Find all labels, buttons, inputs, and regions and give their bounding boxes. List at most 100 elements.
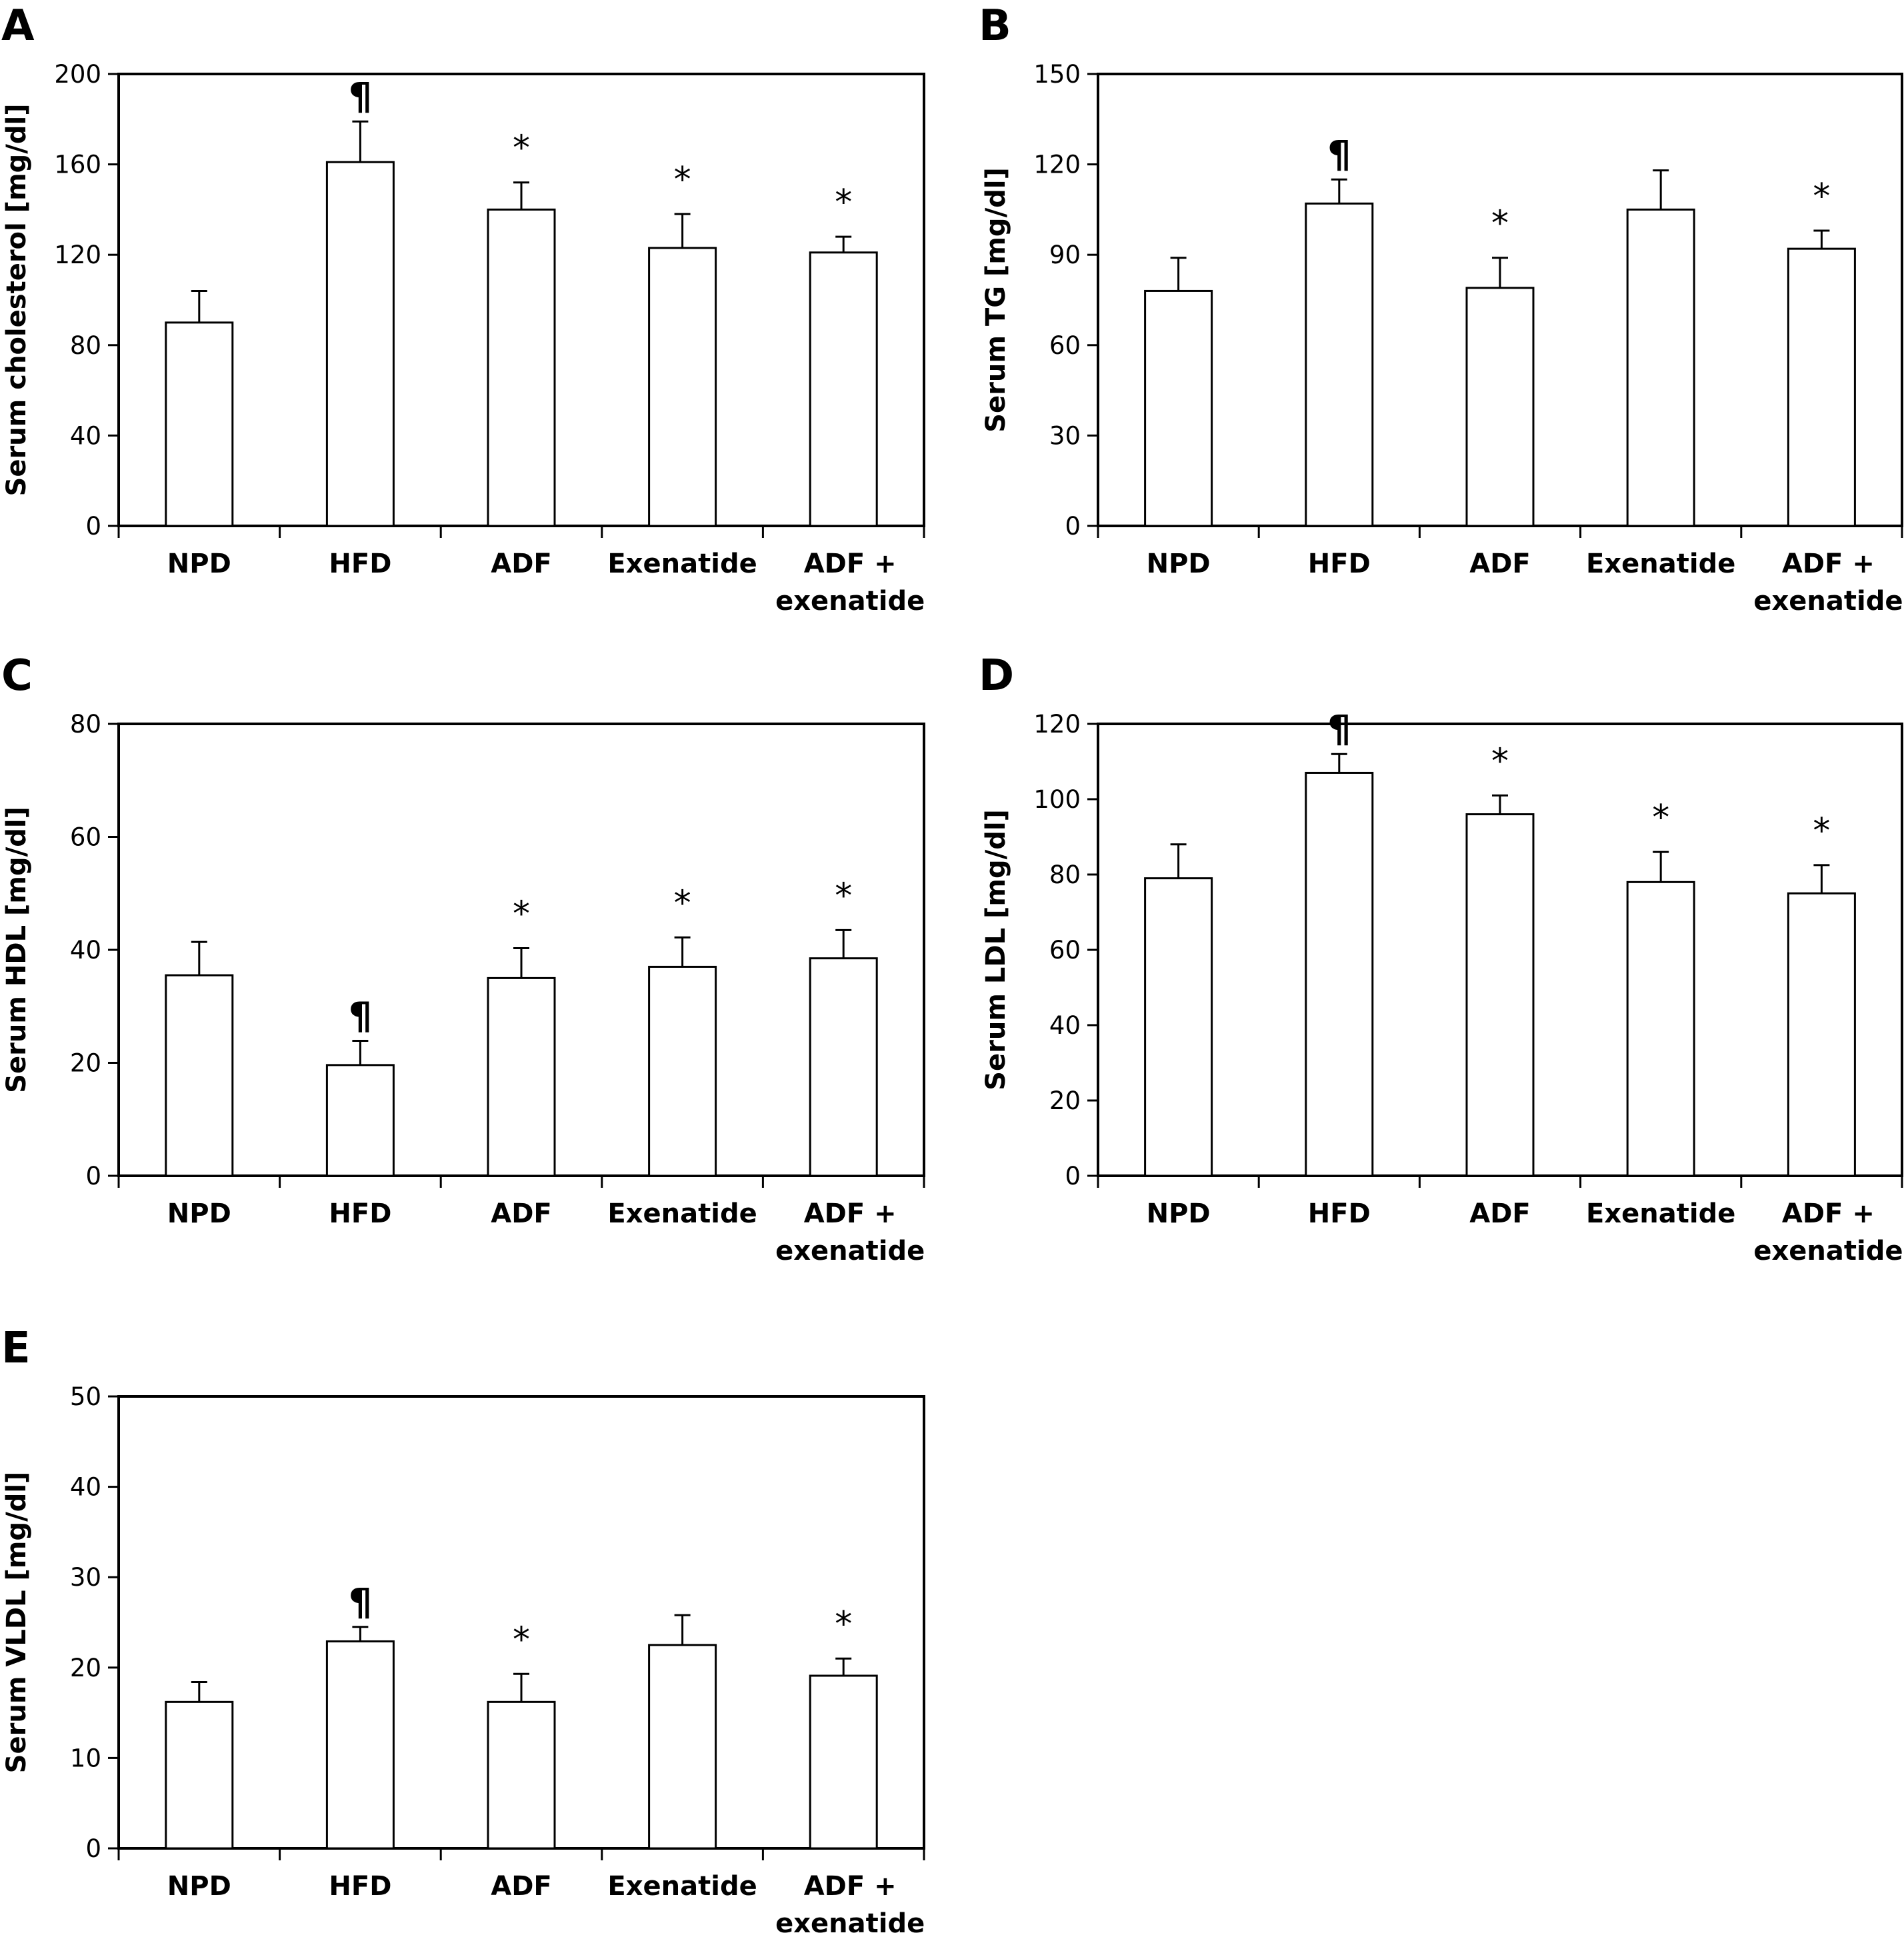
x-category-label: Exenatide xyxy=(1586,549,1735,579)
y-tick-label: 40 xyxy=(70,936,101,965)
x-category-label: ADF xyxy=(1469,1198,1530,1229)
y-tick-label: 160 xyxy=(54,151,101,179)
y-tick-label: 80 xyxy=(1049,861,1081,889)
significance-mark-asterisk: * xyxy=(1491,204,1509,244)
significance-mark-hfd: ¶ xyxy=(349,75,373,119)
x-category-label: ADF xyxy=(1469,549,1530,579)
x-category-label: NPD xyxy=(1147,1198,1211,1229)
y-tick-label: 100 xyxy=(1033,785,1081,814)
bar-adf xyxy=(487,1700,556,1850)
x-category-label: ADF xyxy=(491,549,551,579)
bar-hfd xyxy=(1305,202,1374,527)
x-category-label: exenatide xyxy=(775,586,925,617)
panel-c: C 0 20 40 60 80 Serum HDL [mg/dl] NPD HFD ¶ ADF * Ex… xyxy=(1,651,925,1266)
bar-hfd xyxy=(325,1064,395,1177)
x-category-label: ADF xyxy=(491,1871,551,1902)
panel-d: D 0 20 40 60 80 100 120 Serum LDL [mg/dl] NPD HFD ¶… xyxy=(979,651,1903,1266)
y-tick-label: 120 xyxy=(1033,710,1081,739)
panel-letter: C xyxy=(1,651,33,701)
y-tick-label: 0 xyxy=(1065,512,1081,541)
bar-hfd xyxy=(1305,771,1374,1177)
bar-exenatide xyxy=(648,965,717,1177)
x-category-label: Exenatide xyxy=(607,1198,757,1229)
y-tick-label: 0 xyxy=(1065,1162,1081,1190)
y-tick-label: 60 xyxy=(1049,331,1081,360)
x-category-label: HFD xyxy=(329,1871,391,1902)
significance-mark-asterisk: * xyxy=(1491,741,1509,781)
significance-mark-asterisk: * xyxy=(513,129,530,169)
bar-exenatide xyxy=(1626,208,1695,527)
y-tick-label: 30 xyxy=(1049,421,1081,450)
x-category-label: exenatide xyxy=(1753,586,1903,617)
significance-mark-hfd: ¶ xyxy=(1327,133,1351,177)
x-category-label: exenatide xyxy=(775,1908,925,1939)
y-axis-title: Serum TG [mg/dl] xyxy=(981,167,1011,433)
y-tick-label: 150 xyxy=(1033,60,1081,89)
significance-mark-asterisk: * xyxy=(674,883,691,923)
bar-hfd xyxy=(325,161,395,527)
y-tick-label: 10 xyxy=(70,1744,101,1772)
panel-letter: B xyxy=(979,1,1011,51)
x-category-label: ADF + xyxy=(1782,549,1875,579)
x-category-label: Exenatide xyxy=(607,549,757,579)
x-category-label: HFD xyxy=(329,549,391,579)
bar-exenatide xyxy=(1626,881,1695,1177)
x-category-label: ADF + xyxy=(804,1871,897,1902)
bar-npd xyxy=(165,321,234,527)
x-category-label: ADF + xyxy=(1782,1198,1875,1229)
significance-mark-asterisk: * xyxy=(1813,811,1830,851)
y-axis-title: Serum HDL [mg/dl] xyxy=(1,807,32,1093)
y-tick-label: 20 xyxy=(1049,1086,1081,1115)
y-tick-label: 60 xyxy=(70,823,101,852)
bar-adf xyxy=(487,208,556,527)
y-tick-label: 20 xyxy=(70,1654,101,1682)
y-tick-label: 40 xyxy=(1049,1011,1081,1040)
x-category-label: ADF + xyxy=(804,549,897,579)
significance-mark-hfd: ¶ xyxy=(349,994,373,1038)
y-tick-label: 20 xyxy=(70,1049,101,1078)
significance-mark-asterisk: * xyxy=(835,1604,852,1644)
bar-adf xyxy=(1465,813,1535,1177)
bar-adf-exenatide xyxy=(809,251,878,527)
panel-letter: A xyxy=(1,1,35,51)
x-category-label: NPD xyxy=(167,1871,231,1902)
x-category-label: exenatide xyxy=(775,1236,925,1266)
bar-exenatide xyxy=(648,1644,717,1850)
y-axis-title: Serum cholesterol [mg/dl] xyxy=(1,104,32,497)
significance-mark-asterisk: * xyxy=(1813,177,1830,217)
x-category-label: ADF xyxy=(491,1198,551,1229)
panel-a: A 0 40 80 120 160 200 Serum cholesterol [mg/dl]… xyxy=(1,1,925,617)
x-category-label: ADF + xyxy=(804,1198,897,1229)
y-tick-label: 80 xyxy=(70,331,101,360)
y-tick-label: 0 xyxy=(85,1834,101,1863)
significance-mark-asterisk: * xyxy=(1652,798,1669,838)
y-tick-label: 50 xyxy=(70,1382,101,1411)
x-category-label: Exenatide xyxy=(607,1871,757,1902)
x-category-label: exenatide xyxy=(1753,1236,1903,1266)
y-tick-label: 40 xyxy=(70,421,101,450)
bar-npd xyxy=(1144,289,1213,527)
x-category-label: HFD xyxy=(1308,549,1371,579)
y-tick-label: 120 xyxy=(54,241,101,269)
y-tick-label: 60 xyxy=(1049,936,1081,965)
significance-mark-asterisk: * xyxy=(674,160,691,200)
bar-adf-exenatide xyxy=(809,1674,878,1850)
significance-mark-hfd: ¶ xyxy=(1327,708,1351,751)
panel-letter: E xyxy=(1,1324,31,1373)
panel-b: B 0 30 60 90 120 150 Serum TG [mg/dl] NPD HFD ¶ ADF… xyxy=(979,1,1903,617)
x-category-label: HFD xyxy=(329,1198,391,1229)
y-axis-title: Serum LDL [mg/dl] xyxy=(981,809,1011,1090)
y-tick-label: 80 xyxy=(70,710,101,739)
y-tick-label: 200 xyxy=(54,60,101,89)
panel-e: E 0 10 20 30 40 50 Serum VLDL [mg/dl] NPD HFD ¶ ADF… xyxy=(1,1324,925,1939)
y-tick-label: 0 xyxy=(85,1162,101,1190)
x-category-label: Exenatide xyxy=(1586,1198,1735,1229)
bar-adf xyxy=(1465,287,1535,527)
bar-adf-exenatide xyxy=(809,957,878,1177)
y-tick-label: 40 xyxy=(70,1473,101,1502)
y-axis-title: Serum VLDL [mg/dl] xyxy=(1,1472,32,1774)
bar-npd xyxy=(1144,877,1213,1177)
y-tick-label: 30 xyxy=(70,1563,101,1592)
bar-npd xyxy=(165,974,234,1177)
